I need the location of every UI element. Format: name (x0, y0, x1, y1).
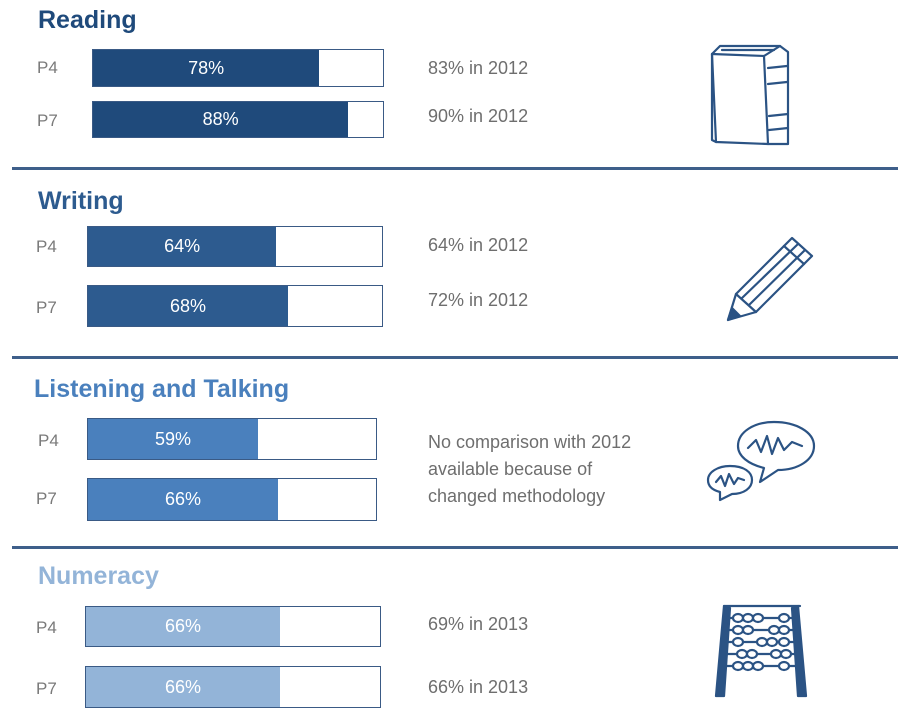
book-icon (710, 44, 790, 146)
numeracy-p4-label: P4 (36, 618, 57, 637)
writing-p7-comparison: 72% in 2012 (428, 290, 529, 310)
numeracy-title: Numeracy (38, 562, 159, 590)
reading-p7-value-label: 88% (202, 109, 239, 129)
writing-p4-label: P4 (36, 237, 57, 256)
listening-p4-bar: 59% (87, 418, 377, 460)
reading-p4-bar: 78% (92, 49, 384, 87)
numeracy-p7-label: P7 (36, 679, 57, 698)
listening-title: Listening and Talking (34, 375, 290, 403)
writing-p4-bar: 64% (87, 226, 383, 267)
numeracy-p4-comparison: 69% in 2013 (428, 614, 529, 634)
reading-p7-label: P7 (37, 111, 58, 130)
section-divider (12, 167, 898, 170)
reading-p4-bar-fill (93, 50, 320, 86)
listening-p4-label: P4 (38, 431, 59, 450)
writing-p7-label: P7 (36, 298, 57, 317)
writing-p4-bar-fill (88, 227, 277, 266)
listening-note-line: No comparison with 2012 (428, 432, 632, 452)
reading-p4-label: P4 (37, 58, 58, 77)
listening-note-line: available because of (428, 459, 593, 479)
writing-p7-bar-fill (88, 286, 288, 326)
numeracy-p7-bar-fill (86, 667, 281, 707)
reading-p7-bar-fill (93, 102, 349, 137)
numeracy-p7-comparison: 66% in 2013 (428, 677, 529, 697)
writing-p4-value-label: 64% (164, 236, 201, 256)
listening-p4-bar-fill (88, 419, 258, 459)
numeracy-p7-value-label: 66% (165, 676, 202, 697)
writing-title: Writing (38, 187, 124, 215)
numeracy-p4-value-label: 66% (165, 616, 202, 636)
numeracy-p4-bar-fill (86, 607, 281, 646)
listening-p7-bar: 66% (87, 478, 377, 521)
listening-p4-value-label: 59% (154, 428, 191, 449)
numeracy-p7-bar: 66% (85, 666, 381, 708)
listening-note: No comparison with 2012 available becaus… (428, 429, 708, 510)
writing-p7-value-label: 68% (169, 295, 206, 316)
reading-p7-bar: 88% (92, 101, 384, 138)
writing-p4-comparison: 64% in 2012 (428, 235, 529, 255)
writing-p7-bar: 68% (87, 285, 383, 327)
listening-p7-label: P7 (36, 489, 57, 508)
listening-p7-bar-fill (88, 479, 279, 520)
speech-bubbles-icon (706, 420, 816, 502)
reading-p4-value-label: 78% (188, 57, 225, 78)
pencil-icon (726, 236, 814, 322)
reading-p4-comparison: 83% in 2012 (428, 58, 529, 78)
section-divider (12, 356, 898, 359)
section-divider (12, 546, 898, 549)
listening-p7-value-label: 66% (165, 489, 202, 509)
listening-note-line: changed methodology (428, 486, 606, 506)
reading-title: Reading (38, 6, 137, 34)
numeracy-p4-bar: 66% (85, 606, 381, 647)
abacus-icon (714, 604, 808, 698)
reading-p7-comparison: 90% in 2012 (428, 106, 529, 126)
